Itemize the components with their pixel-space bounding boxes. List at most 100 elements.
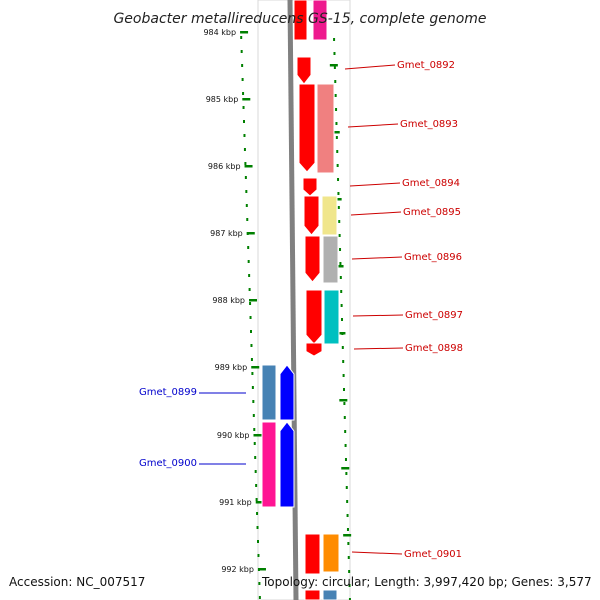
minor-tick — [335, 122, 338, 125]
minor-tick — [347, 542, 350, 545]
gene-cog-block[interactable] — [323, 289, 340, 345]
minor-tick — [249, 302, 252, 305]
major-tick — [337, 332, 346, 335]
minor-tick — [255, 498, 258, 501]
gene-label[interactable]: Gmet_0893 — [400, 119, 458, 130]
minor-tick — [253, 442, 256, 445]
scale-label: 991 kbp — [219, 498, 252, 507]
gene-cog-block[interactable] — [316, 83, 335, 174]
minor-tick — [256, 512, 259, 515]
minor-tick — [340, 290, 343, 293]
minor-tick — [251, 386, 254, 389]
gene-arrow[interactable] — [304, 589, 321, 600]
major-tick — [329, 64, 338, 67]
minor-tick — [343, 416, 346, 419]
minor-tick — [335, 136, 338, 139]
minor-tick — [254, 470, 257, 473]
gene-arrow[interactable] — [305, 342, 323, 357]
minor-tick — [257, 540, 259, 543]
gene-label[interactable]: Gmet_0894 — [402, 178, 460, 189]
minor-tick — [342, 374, 345, 377]
major-tick — [246, 232, 255, 235]
minor-tick — [243, 120, 245, 123]
gene-arrow[interactable] — [279, 364, 295, 421]
gene-cog-block[interactable] — [261, 421, 277, 508]
gene-arrow[interactable] — [298, 83, 316, 173]
gene-arrow[interactable] — [293, 0, 308, 41]
major-tick — [333, 198, 342, 201]
minor-tick — [342, 388, 345, 391]
gene-label[interactable]: Gmet_0900 — [139, 458, 197, 469]
gene-cog-block[interactable] — [322, 235, 339, 284]
scale-label: 992 kbp — [221, 565, 254, 574]
scale-label: 990 kbp — [217, 431, 250, 440]
minor-tick — [347, 556, 350, 559]
gene-cog-block[interactable] — [322, 589, 338, 600]
major-tick — [251, 366, 260, 369]
gene-arrow[interactable] — [296, 56, 312, 85]
minor-tick — [333, 38, 336, 41]
minor-tick — [341, 318, 344, 321]
minor-tick — [341, 346, 344, 349]
minor-tick — [335, 108, 338, 111]
minor-tick — [243, 148, 246, 151]
minor-tick — [337, 206, 340, 209]
gene-label[interactable]: Gmet_0899 — [139, 387, 197, 398]
minor-tick — [344, 444, 347, 447]
minor-tick — [254, 456, 257, 459]
major-tick — [240, 31, 249, 34]
scale-label: 987 kbp — [210, 229, 243, 238]
gene-label[interactable]: Gmet_0901 — [404, 549, 462, 560]
minor-tick — [336, 150, 339, 153]
minor-tick — [342, 360, 345, 363]
gene-arrow[interactable] — [303, 195, 320, 236]
minor-tick — [343, 402, 346, 405]
minor-tick — [345, 472, 348, 475]
genome-summary: Topology: circular; Length: 3,997,420 bp… — [262, 575, 592, 589]
gene-arrow[interactable] — [302, 177, 318, 197]
gene-cog-block[interactable] — [322, 533, 340, 573]
gene-label[interactable]: Gmet_0896 — [404, 252, 462, 263]
major-tick — [339, 399, 348, 402]
minor-tick — [251, 372, 254, 375]
minor-tick — [245, 190, 248, 193]
minor-tick — [255, 484, 258, 487]
gene-label[interactable]: Gmet_0895 — [403, 207, 461, 218]
label-leader-line — [344, 64, 396, 70]
gene-arrow[interactable] — [305, 289, 323, 345]
label-leader-line — [350, 211, 402, 216]
gene-arrow[interactable] — [304, 235, 321, 283]
label-leader-line — [347, 123, 399, 128]
label-leader-line — [351, 256, 403, 260]
gene-features — [261, 0, 340, 600]
scale-label: 985 kbp — [206, 95, 239, 104]
minor-tick — [244, 176, 247, 179]
scale-label: 986 kbp — [208, 162, 241, 171]
minor-tick — [246, 218, 249, 221]
minor-tick — [256, 526, 259, 529]
minor-tick — [337, 178, 340, 181]
minor-tick — [248, 288, 251, 291]
minor-tick — [252, 414, 255, 417]
minor-tick — [250, 330, 252, 333]
scale-label: 984 kbp — [203, 28, 236, 37]
gene-cog-block[interactable] — [261, 364, 277, 421]
minor-tick — [346, 500, 349, 503]
gene-cog-block[interactable] — [312, 0, 328, 41]
minor-tick — [252, 400, 255, 403]
minor-tick — [240, 50, 243, 53]
gene-arrow[interactable] — [279, 421, 295, 508]
minor-tick — [348, 584, 351, 587]
gene-label[interactable]: Gmet_0897 — [405, 310, 463, 321]
minor-tick — [241, 64, 244, 67]
gene-cog-block[interactable] — [321, 195, 338, 236]
gene-label[interactable]: Gmet_0898 — [405, 343, 463, 354]
minor-tick — [333, 52, 336, 55]
minor-tick — [242, 92, 245, 95]
minor-tick — [339, 248, 342, 251]
gene-label[interactable]: Gmet_0892 — [397, 60, 455, 71]
minor-tick — [334, 94, 337, 97]
minor-tick — [258, 582, 261, 585]
gene-arrow[interactable] — [304, 533, 321, 575]
